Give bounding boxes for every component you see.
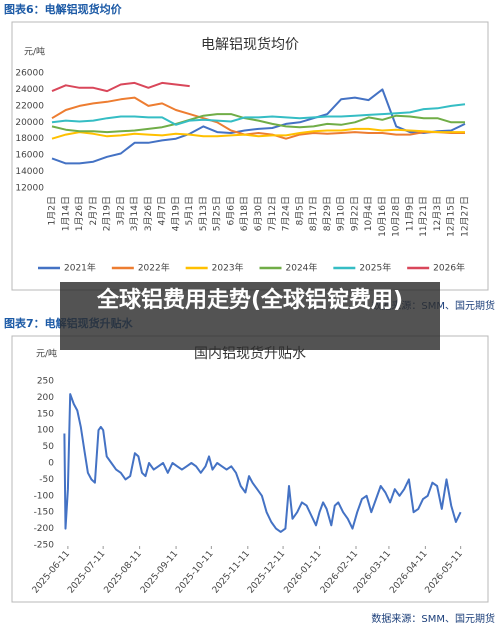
x-tick-label: 2026-05-11 bbox=[424, 549, 465, 596]
y-tick-label: 50 bbox=[43, 442, 55, 452]
legend-label: 2024年 bbox=[286, 262, 318, 274]
x-tick-label: 3月26日 bbox=[143, 196, 154, 231]
y-tick-label: 0 bbox=[48, 459, 54, 469]
x-tick-label: 2025-08-11 bbox=[103, 549, 144, 596]
x-tick-label: 12月15日 bbox=[446, 196, 457, 237]
legend-label: 2026年 bbox=[433, 262, 465, 274]
x-tick-label: 3月14日 bbox=[129, 196, 140, 231]
x-tick-label: 6月30日 bbox=[253, 196, 264, 231]
series-line bbox=[51, 96, 465, 140]
y-tick-label: -200 bbox=[34, 524, 55, 534]
x-tick-label: 8月17日 bbox=[308, 196, 319, 231]
source: 数据来源：SMM、国元期货 bbox=[371, 612, 495, 625]
x-tick-label: 8月29日 bbox=[322, 196, 333, 231]
x-tick-label: 4月7日 bbox=[157, 196, 168, 225]
y-tick-label: -250 bbox=[34, 541, 55, 551]
legend-label: 2021年 bbox=[64, 262, 96, 274]
series-line bbox=[51, 127, 465, 140]
x-tick-label: 3月2日 bbox=[115, 196, 126, 225]
x-tick-label: 6月6日 bbox=[225, 196, 236, 225]
series-line bbox=[51, 88, 466, 165]
x-tick-label: 9月22日 bbox=[349, 196, 360, 231]
series-line bbox=[51, 81, 190, 93]
x-tick-label: 1月14日 bbox=[60, 196, 71, 231]
x-tick-label: 11月21日 bbox=[418, 196, 429, 237]
x-tick-label: 4月19日 bbox=[170, 196, 181, 231]
y-tick-label: 250 bbox=[37, 377, 54, 387]
y-unit: 元/吨 bbox=[36, 348, 57, 360]
y-tick-label: 100 bbox=[37, 426, 54, 436]
x-tick-label: 6月18日 bbox=[239, 196, 250, 231]
y-tick-label: 12000 bbox=[15, 184, 44, 194]
x-tick-label: 7月12日 bbox=[267, 196, 278, 231]
y-tick-label: 20000 bbox=[15, 118, 44, 128]
y-tick-label: 150 bbox=[37, 409, 54, 419]
x-tick-label: 1月26日 bbox=[74, 196, 85, 231]
x-tick-label: 12月27日 bbox=[460, 196, 471, 237]
y-tick-label: 18000 bbox=[15, 134, 44, 144]
x-tick-label: 2025-07-11 bbox=[66, 549, 107, 596]
series-line bbox=[63, 393, 462, 533]
chart-frame bbox=[11, 21, 489, 291]
x-tick-label: 5月13日 bbox=[198, 196, 209, 231]
x-tick-label: 5月25日 bbox=[212, 196, 223, 231]
x-tick-label: 2026-01-11 bbox=[282, 549, 323, 596]
y-tick-label: -100 bbox=[34, 491, 55, 501]
x-tick-label: 2025-10-11 bbox=[174, 549, 215, 596]
series-line bbox=[51, 113, 465, 134]
x-tick-label: 9月10日 bbox=[336, 196, 347, 231]
y-tick-label: 26000 bbox=[15, 69, 44, 79]
x-tick-label: 8月5日 bbox=[294, 196, 305, 225]
y-tick-label: 16000 bbox=[15, 151, 44, 161]
x-tick-label: 1月2日 bbox=[47, 196, 58, 225]
x-tick-label: 10月16日 bbox=[377, 196, 388, 237]
legend-label: 2022年 bbox=[138, 262, 170, 274]
x-tick-label: 10月4日 bbox=[363, 196, 374, 231]
y-tick-label: 22000 bbox=[15, 101, 44, 111]
x-tick-label: 2月7日 bbox=[88, 196, 99, 225]
caption: 图表6：电解铝现货均价 bbox=[4, 2, 123, 16]
legend-label: 2023年 bbox=[212, 262, 244, 274]
chart-title: 电解铝现货均价 bbox=[201, 36, 299, 53]
x-tick-label: 2月19日 bbox=[102, 196, 113, 231]
x-tick-label: 10月28日 bbox=[391, 196, 402, 237]
y-tick-label: 14000 bbox=[15, 167, 44, 177]
y-tick-label: 200 bbox=[37, 393, 54, 403]
series-line bbox=[51, 103, 466, 126]
x-tick-label: 5月1日 bbox=[184, 196, 195, 225]
y-tick-label: 24000 bbox=[15, 85, 44, 95]
x-tick-label: 11月9日 bbox=[404, 196, 415, 231]
y-tick-label: -150 bbox=[34, 508, 55, 518]
y-unit: 元/吨 bbox=[24, 46, 45, 58]
y-tick-label: -50 bbox=[39, 475, 54, 485]
overlay-caption: 全球铝费用走势(全球铝锭费用) bbox=[60, 282, 440, 350]
legend-label: 2025年 bbox=[359, 262, 391, 274]
x-tick-label: 12月3日 bbox=[432, 196, 443, 231]
x-tick-label: 2025-12-11 bbox=[246, 549, 287, 596]
x-tick-label: 7月24日 bbox=[281, 196, 292, 231]
